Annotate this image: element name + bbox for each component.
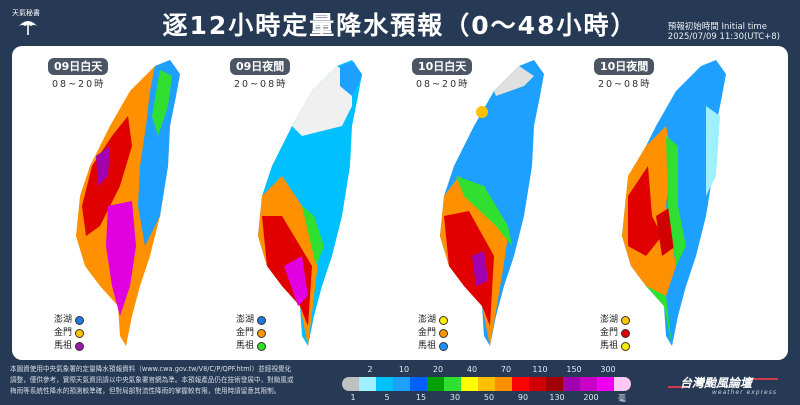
map-panel-09-day: 09日白天 08~20時 澎湖 金門 馬祖	[20, 46, 200, 360]
map-panel-10-night: 10日夜間 20~08時 澎湖 金門 馬祖	[566, 46, 746, 360]
rain-dot-icon	[75, 329, 85, 338]
rain-dot-icon	[257, 316, 267, 325]
period-hours: 08~20時	[416, 79, 470, 90]
island-matsu: 馬祖	[236, 340, 267, 353]
rain-dot-icon	[439, 342, 449, 351]
logo: 天氣秘書	[10, 8, 46, 40]
rain-dot-icon	[257, 329, 267, 338]
island-kinmen: 金門	[600, 327, 631, 340]
scale-top-labels: 2 10 20 40 70 110 150 300	[367, 365, 616, 374]
island-kinmen: 金門	[54, 327, 85, 340]
outlying-islands-legend: 澎湖 金門 馬祖	[418, 314, 449, 353]
outlying-islands-legend: 澎湖 金門 馬祖	[54, 314, 85, 353]
brand-logo-text: 台灣颱風論壇	[680, 376, 753, 390]
island-kinmen: 金門	[418, 327, 449, 340]
island-matsu: 馬祖	[54, 340, 85, 353]
island-penghu: 澎湖	[418, 314, 449, 327]
period-hours: 20~08時	[598, 79, 652, 90]
umbrella-icon	[19, 21, 37, 35]
rain-dot-icon	[621, 316, 631, 325]
scale-bottom-labels: 1 5 15 30 50 90 130 200	[350, 393, 599, 402]
page-title: 逐12小時定量降水預報（0～48小時）	[162, 11, 638, 40]
period-hours: 20~08時	[234, 79, 288, 90]
island-penghu: 澎湖	[236, 314, 267, 327]
island-matsu: 馬祖	[418, 340, 449, 353]
rain-dot-icon	[621, 342, 631, 351]
taiwan-rain-map	[440, 60, 544, 346]
rain-dot-icon	[75, 316, 85, 325]
brand-decoration	[668, 386, 690, 388]
logo-text: 天氣秘書	[12, 9, 40, 17]
island-kinmen: 金門	[236, 327, 267, 340]
header: 天氣秘書 逐12小時定量降水預報（0～48小時） 預報初始時間 Initial …	[0, 0, 800, 46]
period-badge: 09日白天	[48, 58, 109, 75]
unit-label: 毫米	[618, 394, 626, 403]
color-bar	[342, 377, 631, 391]
island-penghu: 澎湖	[600, 314, 631, 327]
initial-time: 預報初始時間 Initial time 2025/07/09 11:30(UTC…	[668, 22, 780, 42]
map-panel-10-day: 10日白天 08~20時 澎湖 金門 馬祖	[384, 46, 564, 360]
island-penghu: 澎湖	[54, 314, 85, 327]
period-badge: 10日夜間	[594, 58, 655, 75]
rain-dot-icon	[75, 342, 85, 351]
brand-subtitle: weather express	[712, 389, 777, 396]
disclaimer-note: 本圖資使用中央氣象署的定量降水預報資料（www.cwa.gov.tw/V8/C/…	[10, 365, 294, 395]
rain-dot-icon	[257, 342, 267, 351]
rain-dot-icon	[439, 329, 449, 338]
rain-dot-icon	[621, 329, 631, 338]
outlying-islands-legend: 澎湖 金門 馬祖	[236, 314, 267, 353]
initial-time-label: 預報初始時間 Initial time	[667, 22, 767, 32]
rain-dot-icon	[439, 316, 449, 325]
initial-time-value: 2025/07/09 11:30(UTC+8)	[667, 32, 780, 42]
maps-card: 09日白天 08~20時 澎湖 金門 馬祖 09日夜間 20~08時 澎湖 金門…	[12, 46, 788, 360]
taiwan-rain-map	[76, 60, 180, 346]
period-badge: 09日夜間	[230, 58, 291, 75]
brand-decoration	[748, 378, 778, 380]
taiwan-rain-map	[622, 60, 726, 346]
precipitation-color-scale: 2 10 20 40 70 110 150 300 1 5 15 30 50 9…	[342, 365, 632, 405]
island-matsu: 馬祖	[600, 340, 631, 353]
outlying-islands-legend: 澎湖 金門 馬祖	[600, 314, 631, 353]
period-hours: 08~20時	[52, 79, 106, 90]
period-badge: 10日白天	[412, 58, 473, 75]
map-panel-09-night: 09日夜間 20~08時 澎湖 金門 馬祖	[202, 46, 382, 360]
taiwan-rain-map	[258, 60, 362, 346]
